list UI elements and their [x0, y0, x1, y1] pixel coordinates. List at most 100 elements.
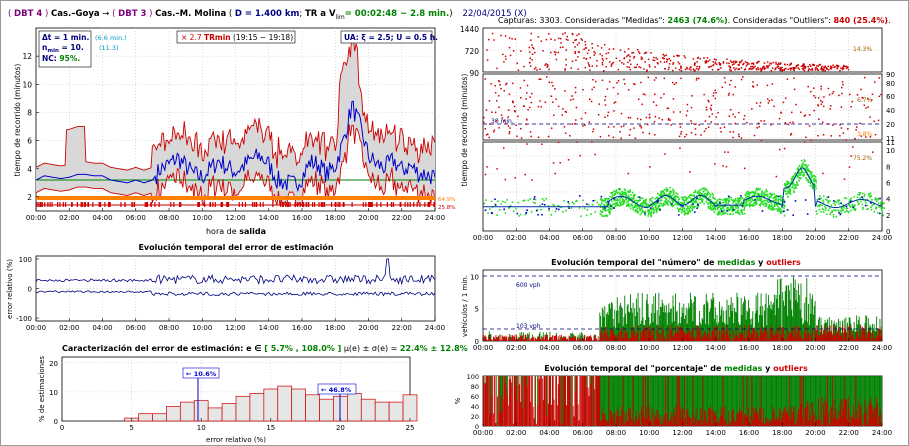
scatter-dot-green: [757, 196, 759, 199]
box1-nc: NC: 95%.: [42, 54, 80, 63]
pct-bar-medidas: [727, 376, 729, 426]
scatter-x-ticks: 00:00 02:00 04:00 06:00 08:00 10:00 12:00 14:00…: [473, 228, 892, 242]
scatter-dot-mid: [640, 81, 642, 84]
scatter-dot-green: [832, 209, 835, 212]
scatter-dot-green: [764, 193, 767, 196]
scatter-dot-green: [755, 202, 758, 205]
scatter-dot-green: [737, 211, 739, 214]
count-bar-outliers: [817, 329, 819, 341]
scatter-dot-green: [799, 172, 801, 175]
count-bar-outliers: [540, 339, 542, 341]
scatter-dot-top: [760, 69, 763, 71]
scatter-dot-green: [661, 196, 664, 199]
scatter-dot-green: [605, 201, 607, 204]
count-bar-outliers: [561, 335, 563, 341]
scatter-dot-green: [683, 213, 686, 216]
pct-bar-medidas: [776, 376, 778, 426]
scatter-dot-top: [516, 62, 519, 65]
scatter-dot-mid: [497, 80, 500, 82]
scatter-dot-green: [657, 207, 660, 209]
pct-bar-outliers: [564, 376, 566, 426]
count-bar-outliers: [584, 334, 586, 341]
header-tr-prefix: TR a V: [305, 9, 336, 19]
pct-bar-medidas: [753, 376, 755, 426]
scatter-dot-green: [604, 207, 607, 210]
pct-bar-outliers: [702, 376, 704, 426]
pct-bar-outliers: [812, 402, 814, 426]
count-bar-medidas: [630, 307, 632, 341]
pct-bar-outliers: [758, 418, 760, 426]
scatter-dot-mid: [620, 137, 622, 140]
count-bar-outliers: [765, 327, 767, 341]
scatter-dot-green: [630, 194, 632, 196]
pct-bar-outliers: [761, 421, 763, 426]
count-bar-medidas: [560, 336, 562, 341]
scatter-dot-blue: [777, 195, 780, 198]
scatter-dot-top: [698, 67, 700, 70]
scatter-dot-blue: [543, 203, 546, 206]
pct-bar-outliers: [524, 376, 526, 426]
scatter-dot-green: [758, 199, 760, 201]
scatter-dot-mid: [724, 81, 726, 84]
scatter-dot-green: [665, 198, 667, 200]
count-bar-medidas: [802, 324, 804, 341]
pct-bar-outliers: [525, 376, 527, 426]
scatter-dot-mid: [822, 121, 824, 124]
scatter-dot-top: [633, 55, 636, 58]
count-bar-outliers: [760, 328, 762, 341]
count-bar-outliers: [714, 336, 716, 341]
scatter-dot-top: [820, 69, 823, 71]
scatter-dot-green: [802, 175, 805, 177]
scatter-dot-top: [599, 53, 601, 55]
pct-bar-outliers: [798, 409, 799, 426]
scatter-dot-mid: [793, 88, 796, 91]
count-bar-outliers: [518, 338, 520, 341]
pct-bar-medidas: [573, 376, 575, 426]
scatter-dot-green: [601, 215, 604, 217]
scatter-dot-top: [735, 67, 737, 70]
scatter-dot-green: [611, 195, 614, 197]
pct-bar-medidas: [787, 376, 789, 426]
scatter-dot-top: [574, 39, 576, 41]
pct-bar-outliers: [670, 411, 672, 426]
scatter-dot-top: [810, 69, 812, 71]
pct-bar-medidas: [806, 376, 808, 426]
scatter-dot-green: [644, 200, 647, 203]
count-bar-medidas: [548, 339, 550, 341]
scatter-dot-green: [639, 209, 641, 212]
scatter-dot-green: [794, 183, 796, 186]
pct-bar-outliers: [542, 400, 544, 426]
pct-bar-outliers: [821, 397, 823, 426]
scatter-dot-green: [609, 203, 612, 206]
count-bar-medidas: [770, 301, 772, 341]
scatter-dot-green: [688, 196, 690, 198]
count-bar-outliers: [860, 325, 862, 341]
scatter-dot-green: [834, 200, 837, 203]
count-bar-outliers: [632, 326, 634, 341]
count-bar-outliers: [542, 336, 544, 341]
scatter-dot-green: [614, 193, 617, 196]
scatter-dot-green: [669, 186, 671, 189]
count-bar-outliers: [788, 335, 790, 341]
scatter-dot-mid: [564, 110, 567, 113]
count-bar-outliers: [546, 335, 548, 341]
scatter-dot-green: [490, 200, 493, 203]
count-bar-outliers: [718, 339, 720, 341]
header-title: ( DBT 4 ) Cas.–Goya → ( DBT 3 ) Cas.–M. …: [8, 9, 527, 21]
scatter-dot-green: [617, 191, 620, 194]
pct-bar-outliers: [640, 406, 642, 426]
scatter-dot-green: [788, 186, 790, 188]
scatter-dot-green: [654, 197, 657, 200]
pct-bar-outliers: [601, 419, 602, 426]
scatter-dot-mid: [667, 107, 670, 110]
scatter-dot-green: [699, 193, 702, 196]
scatter-dot-top: [574, 50, 577, 53]
scatter-dot-green: [732, 213, 734, 215]
scatter-dot-mid: [653, 121, 656, 123]
scatter-dot-green: [692, 200, 695, 203]
scatter-dot-top: [775, 61, 777, 64]
pct-bar-medidas: [682, 376, 684, 426]
scatter-dot-green: [665, 198, 668, 201]
scatter-dot-green: [845, 207, 848, 210]
scatter-dot-green: [800, 159, 803, 162]
